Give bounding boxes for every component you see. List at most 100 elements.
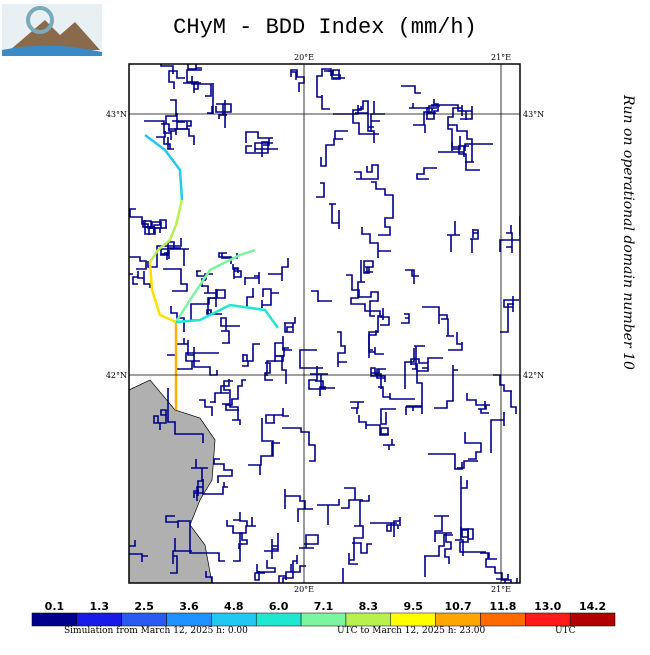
river — [276, 347, 289, 384]
side-note: Run on operational domain number 10 — [620, 94, 636, 370]
colorbar-swatch — [300, 612, 347, 627]
river — [193, 479, 228, 501]
river — [320, 130, 348, 167]
river — [393, 517, 401, 537]
river — [361, 227, 391, 258]
river — [242, 343, 260, 367]
title: CHyM - BDD Index (mm/h) — [173, 15, 477, 40]
river — [142, 219, 167, 235]
river — [129, 208, 162, 229]
river — [144, 120, 172, 140]
river — [496, 574, 509, 583]
river — [337, 331, 347, 367]
river — [220, 317, 240, 344]
river — [350, 260, 390, 326]
river — [129, 256, 147, 275]
river — [225, 379, 246, 411]
lon-label: 20°E — [294, 585, 314, 594]
river — [284, 317, 296, 333]
map-frame — [128, 63, 521, 584]
river — [519, 216, 520, 236]
river — [316, 182, 325, 198]
river — [434, 365, 458, 409]
river — [499, 225, 520, 253]
river — [183, 76, 212, 97]
river — [233, 512, 256, 562]
river — [480, 552, 518, 583]
colorbar-label: 11.8 — [489, 600, 516, 613]
rivers — [129, 64, 520, 583]
river — [431, 104, 473, 120]
river — [268, 258, 289, 281]
river — [175, 338, 218, 376]
river — [401, 85, 421, 94]
river — [333, 100, 369, 115]
river — [367, 113, 375, 143]
river — [245, 141, 269, 157]
river — [206, 289, 226, 315]
river — [352, 542, 372, 554]
river — [129, 540, 148, 562]
river — [416, 167, 437, 180]
river — [464, 432, 482, 460]
lat-label: 42°N — [523, 371, 544, 380]
logo — [2, 4, 102, 56]
river — [254, 560, 276, 581]
river — [170, 538, 192, 574]
river — [254, 142, 278, 152]
colorbar-label: 10.7 — [444, 600, 471, 613]
river — [405, 406, 423, 415]
river — [493, 374, 517, 414]
river — [299, 349, 323, 369]
river — [186, 69, 202, 93]
river — [451, 136, 461, 151]
river — [341, 487, 363, 509]
river — [459, 528, 486, 553]
colorbar-swatch — [345, 612, 392, 627]
river — [161, 99, 195, 145]
colorbar-label: 9.5 — [403, 600, 423, 613]
river — [153, 409, 167, 430]
river — [170, 306, 185, 332]
river — [409, 103, 437, 133]
river — [299, 534, 319, 549]
river — [428, 453, 478, 470]
river — [290, 69, 305, 92]
river — [213, 458, 233, 483]
river — [448, 124, 474, 163]
river — [245, 131, 273, 146]
footer: UTC — [555, 626, 576, 636]
colorbar-swatch — [166, 612, 212, 627]
river — [168, 113, 185, 130]
colorbar-swatch — [255, 612, 302, 627]
colorbar-swatch — [76, 612, 122, 627]
river — [447, 105, 463, 148]
river — [266, 336, 292, 376]
colorbar-label: 2.5 — [134, 600, 154, 613]
river — [404, 348, 415, 389]
river — [163, 268, 188, 292]
footer: UTC to March 12, 2025 h: 23.00 — [337, 626, 485, 636]
river — [401, 313, 410, 324]
river — [470, 229, 479, 253]
river — [175, 352, 219, 370]
highlighted-rivers — [144, 134, 280, 410]
colorbar-label: 6.0 — [269, 600, 289, 613]
river — [282, 427, 316, 462]
river — [205, 571, 213, 583]
river — [271, 442, 280, 456]
lat-label: 43°N — [106, 110, 127, 119]
river — [167, 388, 204, 443]
river — [370, 367, 386, 389]
river — [311, 290, 332, 302]
river — [363, 260, 374, 274]
river — [426, 99, 440, 120]
colorbar-swatch — [435, 612, 481, 627]
river — [348, 495, 370, 565]
river — [406, 345, 425, 407]
lat-label: 43°N — [523, 110, 544, 119]
colorbar-swatch — [525, 612, 571, 627]
colorbar-label: 8.3 — [359, 600, 379, 613]
lon-label: 21°E — [491, 53, 511, 62]
